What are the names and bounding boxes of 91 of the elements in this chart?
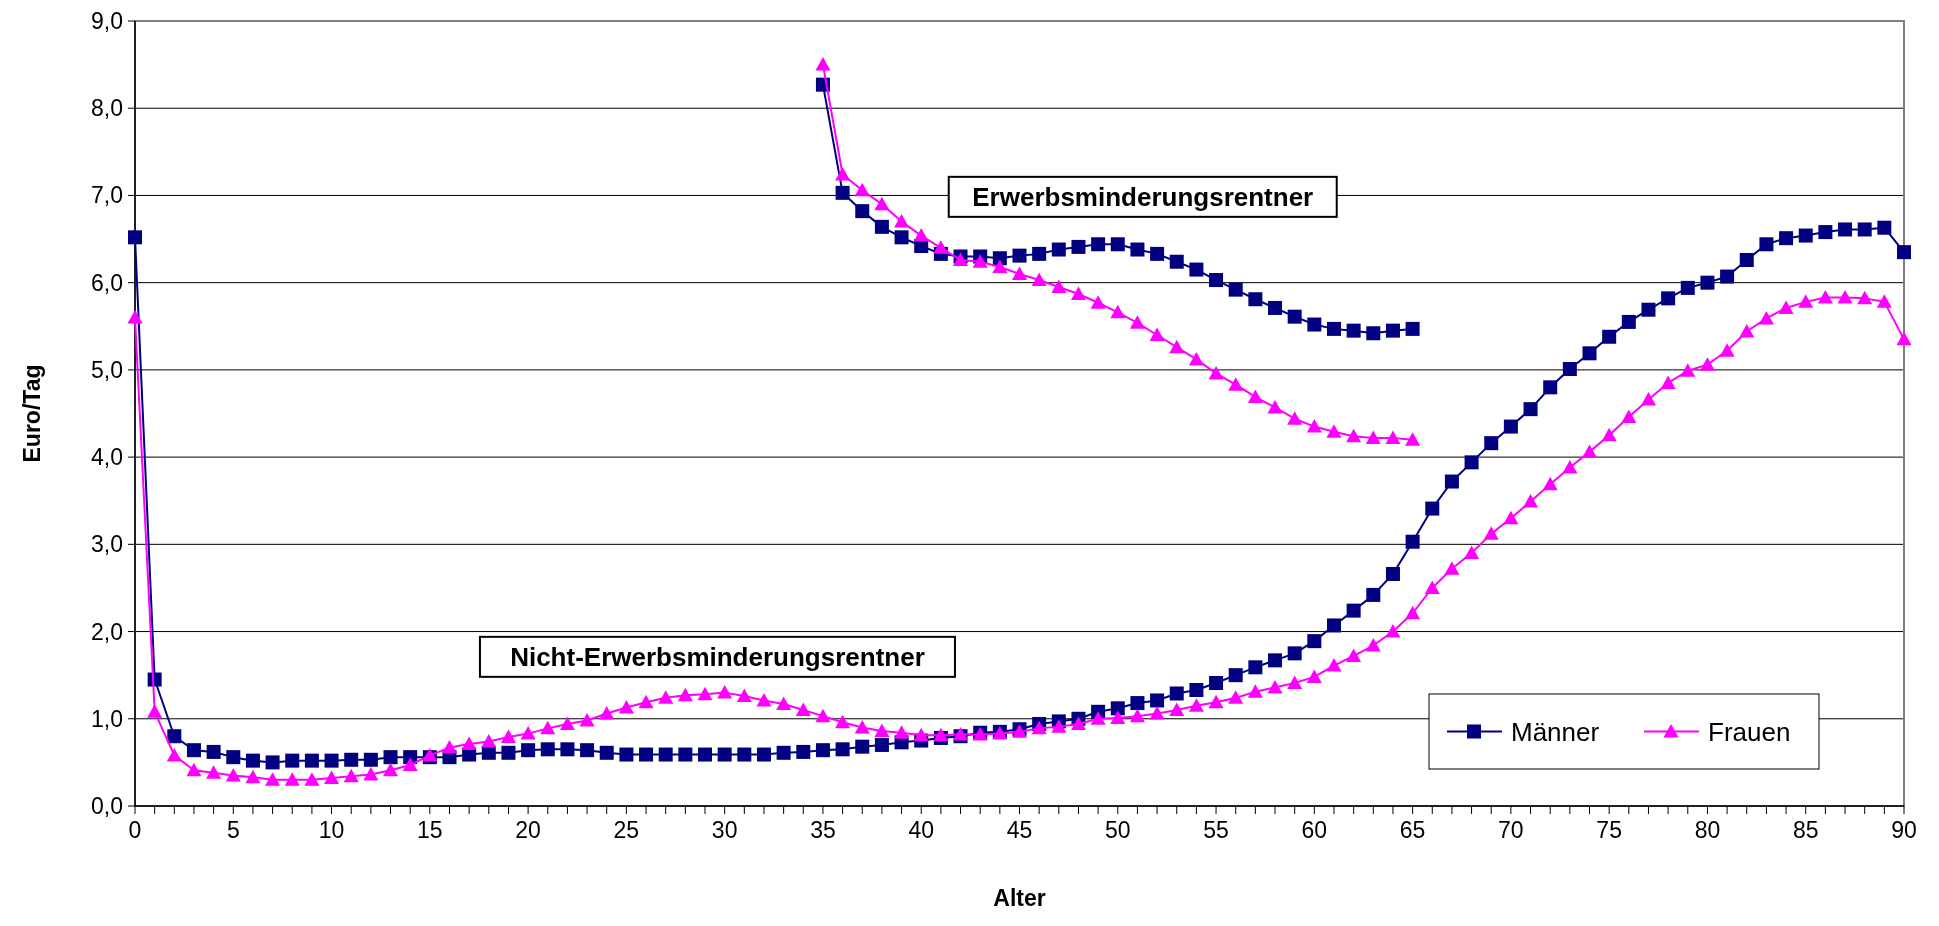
point [1385,430,1401,444]
point [1385,323,1400,338]
x-axis-title: Alter [993,885,1046,911]
x-tick-label: 20 [515,817,541,843]
x-tick-label: 0 [128,817,142,843]
point [1228,282,1243,297]
point [1031,272,1047,287]
point [1346,323,1361,338]
x-tick-label: 65 [1399,817,1426,843]
point [894,230,909,245]
point [894,214,910,228]
y-tick-label: 0,0 [91,793,123,820]
point [1110,304,1126,319]
point [913,228,929,242]
point [1188,351,1204,366]
point [1090,295,1106,309]
point [1228,377,1244,391]
annotation: Erwerbsminderungsrentner [972,181,1314,212]
x-tick-label: 75 [1596,817,1622,843]
point [1326,321,1341,336]
point [1405,432,1421,446]
point [1169,254,1184,269]
x-tick-label: 80 [1694,817,1721,843]
point [1247,389,1263,403]
point [933,240,949,254]
x-tick-label: 35 [810,817,836,843]
y-tick-label: 7,0 [91,182,123,209]
point [1051,279,1067,294]
y-tick-label: 3,0 [91,531,123,558]
point [1306,419,1322,433]
point [1287,309,1302,324]
point [1169,339,1185,354]
point [874,196,890,211]
y-tick-label: 8,0 [91,95,123,122]
point [992,251,1007,266]
point [1012,248,1027,263]
point [1130,242,1145,257]
point [815,57,831,71]
point [1209,273,1224,288]
y-axis-title: Euro/Tag [19,364,45,463]
point [854,182,870,197]
point [1307,317,1322,332]
point [1149,327,1165,341]
point [1405,321,1420,336]
legend-label: Frauen [1708,716,1791,747]
x-tick-label: 70 [1498,817,1524,843]
point [1287,411,1303,425]
x-tick-label: 15 [417,817,443,843]
point [1346,428,1362,443]
x-tick-label: 10 [318,817,345,843]
point [1110,237,1125,252]
x-tick-label: 55 [1203,817,1229,843]
x-tick-label: 40 [908,817,935,843]
x-tick-label: 25 [613,817,640,843]
point [1208,365,1224,380]
point [1150,246,1165,261]
point [1129,315,1145,329]
point [1326,424,1342,438]
point [972,254,988,268]
point [1366,326,1381,341]
x-tick-label: 5 [226,817,240,843]
point [1012,266,1027,280]
x-tick-label: 60 [1301,817,1328,843]
legend-label: Männer [1511,716,1600,747]
x-tick-label: 30 [711,817,738,843]
point [1051,242,1066,257]
point [1032,246,1047,261]
annotation: Nicht-Erwerbsminderungsrentner [510,641,925,672]
point [1365,430,1381,444]
x-tick-label: 45 [1006,817,1033,843]
point [855,204,870,219]
x-tick-label: 50 [1104,817,1131,843]
y-tick-label: 2,0 [91,618,123,645]
y-tick-label: 6,0 [91,269,123,296]
point [835,167,851,181]
point [1248,292,1263,307]
x-tick-label: 90 [1891,817,1917,843]
point [835,185,850,200]
point [1267,399,1283,414]
x-tick-label: 85 [1792,817,1819,843]
point [992,259,1008,273]
point [874,219,889,234]
y-tick-label: 5,0 [91,356,123,383]
point [1071,239,1086,254]
point [1189,262,1204,277]
point [1268,300,1283,315]
point [1091,237,1106,252]
y-tick-label: 1,0 [91,705,123,732]
point [1070,286,1086,301]
y-tick-label: 9,0 [91,8,123,35]
y-tick-label: 4,0 [91,444,123,471]
